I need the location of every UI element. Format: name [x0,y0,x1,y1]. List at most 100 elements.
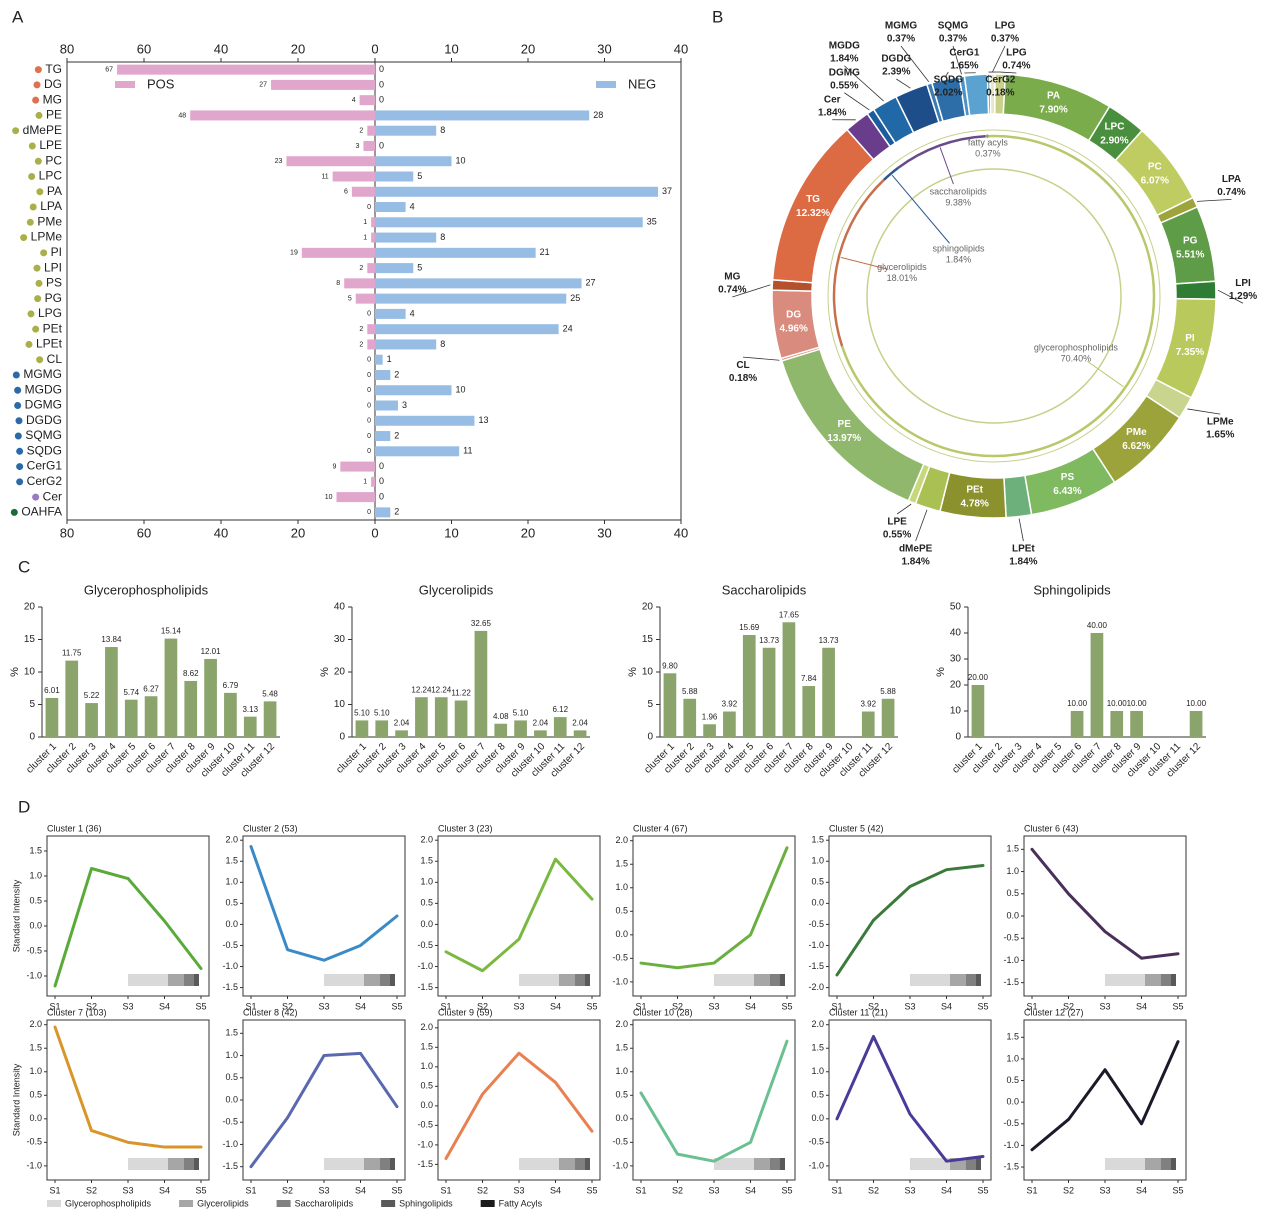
category-dot [36,188,44,196]
value-label: 11.75 [62,649,82,658]
segment-name: CL [736,360,749,371]
y-tick-label: 0.0 [225,919,238,929]
composition-box [1161,1158,1171,1170]
composition-box [364,974,380,986]
segment-name: MGMG [885,21,917,32]
y-axis-title: % [319,667,331,677]
composition-box [184,1158,194,1170]
legend-swatch [596,81,616,88]
value-label: 13.73 [759,636,780,645]
chart-title: Cluster 5 (42) [829,823,884,833]
y-tick-label: 0.5 [29,1090,42,1100]
value-label: 24 [563,324,573,334]
y-tick-label: -1.0 [808,1160,824,1170]
category-label: MGMG [23,367,62,381]
value-label: 5.22 [84,691,100,700]
legend-label: Glycerolipids [197,1198,249,1208]
bar [375,415,475,426]
segment-value: 0.37% [887,34,915,45]
bar [85,703,98,737]
y-tick-label: 0.5 [811,1090,824,1100]
y-tick-label: -0.5 [222,1117,238,1127]
y-tick-label: -1.0 [808,940,824,950]
inner-arc [840,134,1156,458]
value-label: 0 [379,476,384,486]
value-label: 1.96 [702,712,718,721]
bar [782,622,796,737]
y-tick-label: -0.5 [26,945,42,955]
category-label: CL [47,352,63,366]
composition-box [194,974,199,986]
y-tick-label: 1.5 [29,845,42,855]
bar [224,692,237,737]
bar [371,476,375,487]
x-tick-label: S4 [1136,1001,1147,1011]
value-label: 15.14 [161,627,182,636]
bar [375,110,590,121]
value-label: 6.79 [223,681,239,690]
x-tick-label: S5 [586,1185,597,1195]
value-label: 3.13 [242,705,258,714]
x-tick-label: S3 [708,1185,719,1195]
bar [363,140,375,151]
y-tick-label: 1.0 [811,856,824,866]
segment-value: 6.62% [1122,441,1150,452]
bar [375,720,389,737]
value-label: 11.22 [451,689,471,698]
mean-line [639,846,789,970]
composition-box [1161,974,1171,986]
x-tick-label: 0 [371,41,378,56]
value-label: 9.80 [662,661,678,670]
value-label: 9 [332,463,336,470]
mean-line [835,1034,985,1163]
plot-frame [46,835,210,997]
bar [359,95,375,106]
x-tick-label: S1 [49,1185,60,1195]
composition-box [780,1158,785,1170]
chart-title: Cluster 12 (27) [1024,1007,1084,1017]
category-label: PI [51,245,62,259]
bar [723,711,736,737]
category-dot [14,432,22,440]
y-tick-label: -1.5 [1003,1161,1019,1171]
category-dot [26,218,34,226]
chart-title: Cluster 9 (59) [438,1007,493,1017]
leader-line [1018,518,1024,542]
value-label: 5.88 [682,687,698,696]
y-tick-label: 0.0 [811,1113,824,1123]
composition-box [128,974,168,986]
value-label: 2 [394,507,399,517]
bar [375,354,383,365]
y-tick-label: -1.0 [26,970,42,980]
x-tick-label: S3 [1099,1185,1110,1195]
plot-frame [1023,835,1187,997]
value-label: 32.65 [471,619,492,628]
mean-line [249,1051,399,1169]
value-label: 5.10 [354,709,370,718]
y-tick-label: -1.5 [1003,977,1019,987]
x-tick-label: S4 [941,1001,952,1011]
x-tick-label: S5 [391,1001,402,1011]
x-tick-label: S5 [977,1185,988,1195]
y-tick-label: 1.0 [615,882,628,892]
chart-title: Cluster 10 (28) [633,1007,693,1017]
legend-swatch [480,1200,495,1207]
leader-line [896,503,912,515]
bar [355,293,375,304]
inner-spoke [1087,360,1124,388]
x-tick-label: 10 [444,41,458,56]
mean-line [249,845,399,962]
y-tick-label: 1.5 [225,856,238,866]
value-label: 2 [359,265,363,272]
bar [375,186,659,197]
bar [553,717,567,737]
y-tick-label: 40 [334,602,346,613]
class-value: 70.40% [1061,354,1092,364]
composition-box [575,1158,585,1170]
composition-box [128,1158,168,1170]
y-tick-label: -1.5 [222,1161,238,1171]
segment-value: 0.18% [986,88,1014,99]
x-tick-label: S4 [550,1001,561,1011]
y-tick-label: 10 [334,699,346,710]
x-tick-label: S2 [868,1001,879,1011]
